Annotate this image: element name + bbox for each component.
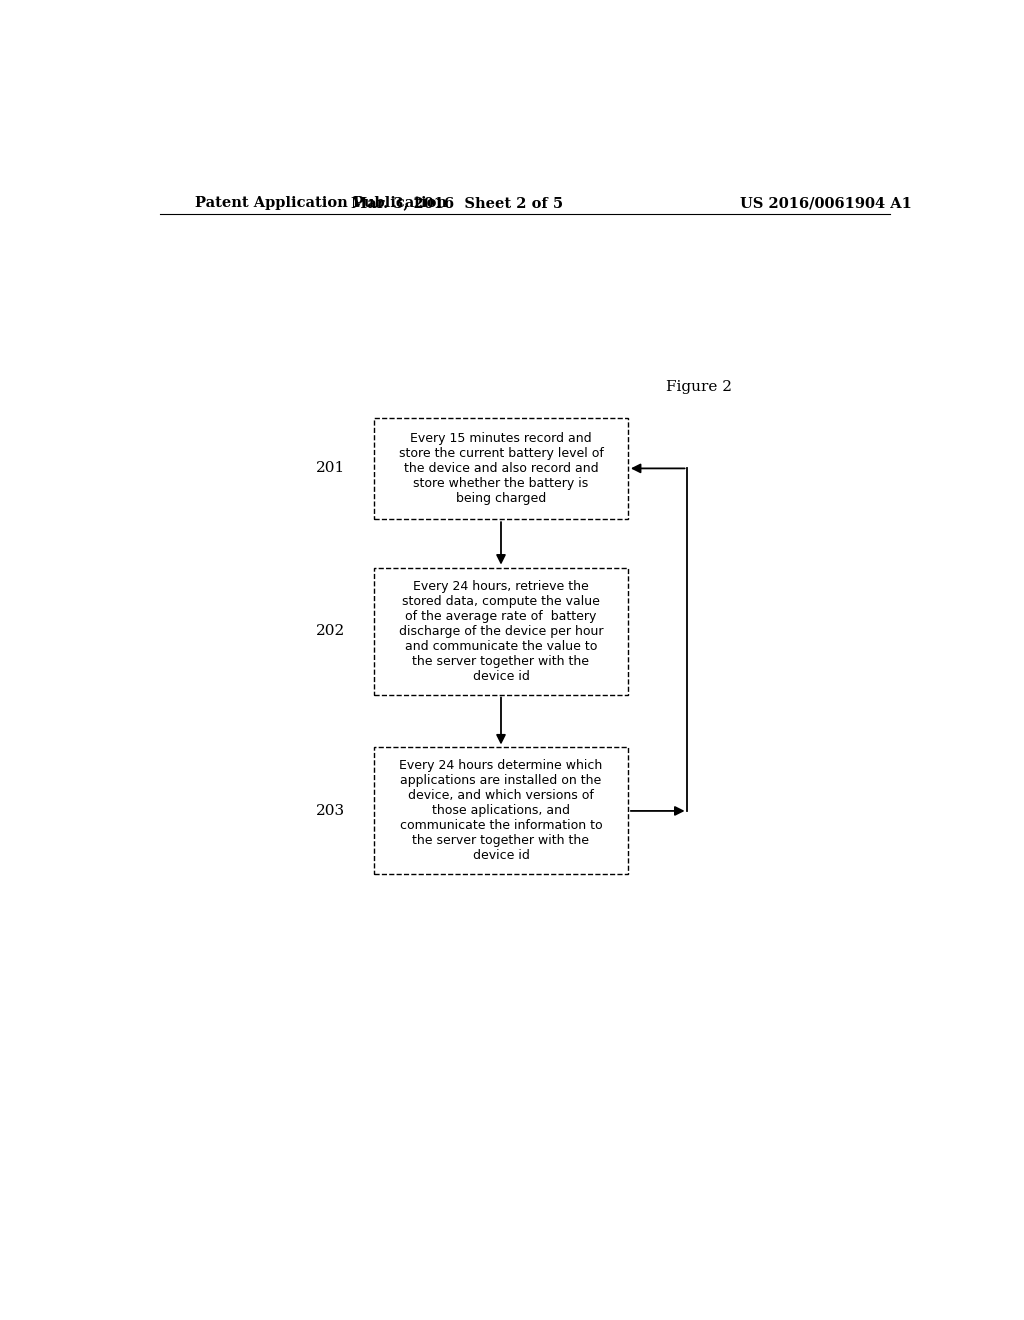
Text: Mar. 3, 2016  Sheet 2 of 5: Mar. 3, 2016 Sheet 2 of 5 xyxy=(351,197,563,210)
Text: 202: 202 xyxy=(315,624,345,638)
FancyBboxPatch shape xyxy=(374,417,628,519)
Text: Every 15 minutes record and
store the current battery level of
the device and al: Every 15 minutes record and store the cu… xyxy=(398,432,603,506)
Text: Figure 2: Figure 2 xyxy=(667,380,732,395)
Text: Every 24 hours determine which
applications are installed on the
device, and whi: Every 24 hours determine which applicati… xyxy=(399,759,602,862)
Text: 203: 203 xyxy=(315,804,345,818)
Text: 201: 201 xyxy=(315,462,345,475)
Text: Every 24 hours, retrieve the
stored data, compute the value
of the average rate : Every 24 hours, retrieve the stored data… xyxy=(398,579,603,682)
Text: Patent Application Publication: Patent Application Publication xyxy=(196,197,447,210)
Text: US 2016/0061904 A1: US 2016/0061904 A1 xyxy=(740,197,912,210)
FancyBboxPatch shape xyxy=(374,568,628,694)
FancyBboxPatch shape xyxy=(374,747,628,874)
